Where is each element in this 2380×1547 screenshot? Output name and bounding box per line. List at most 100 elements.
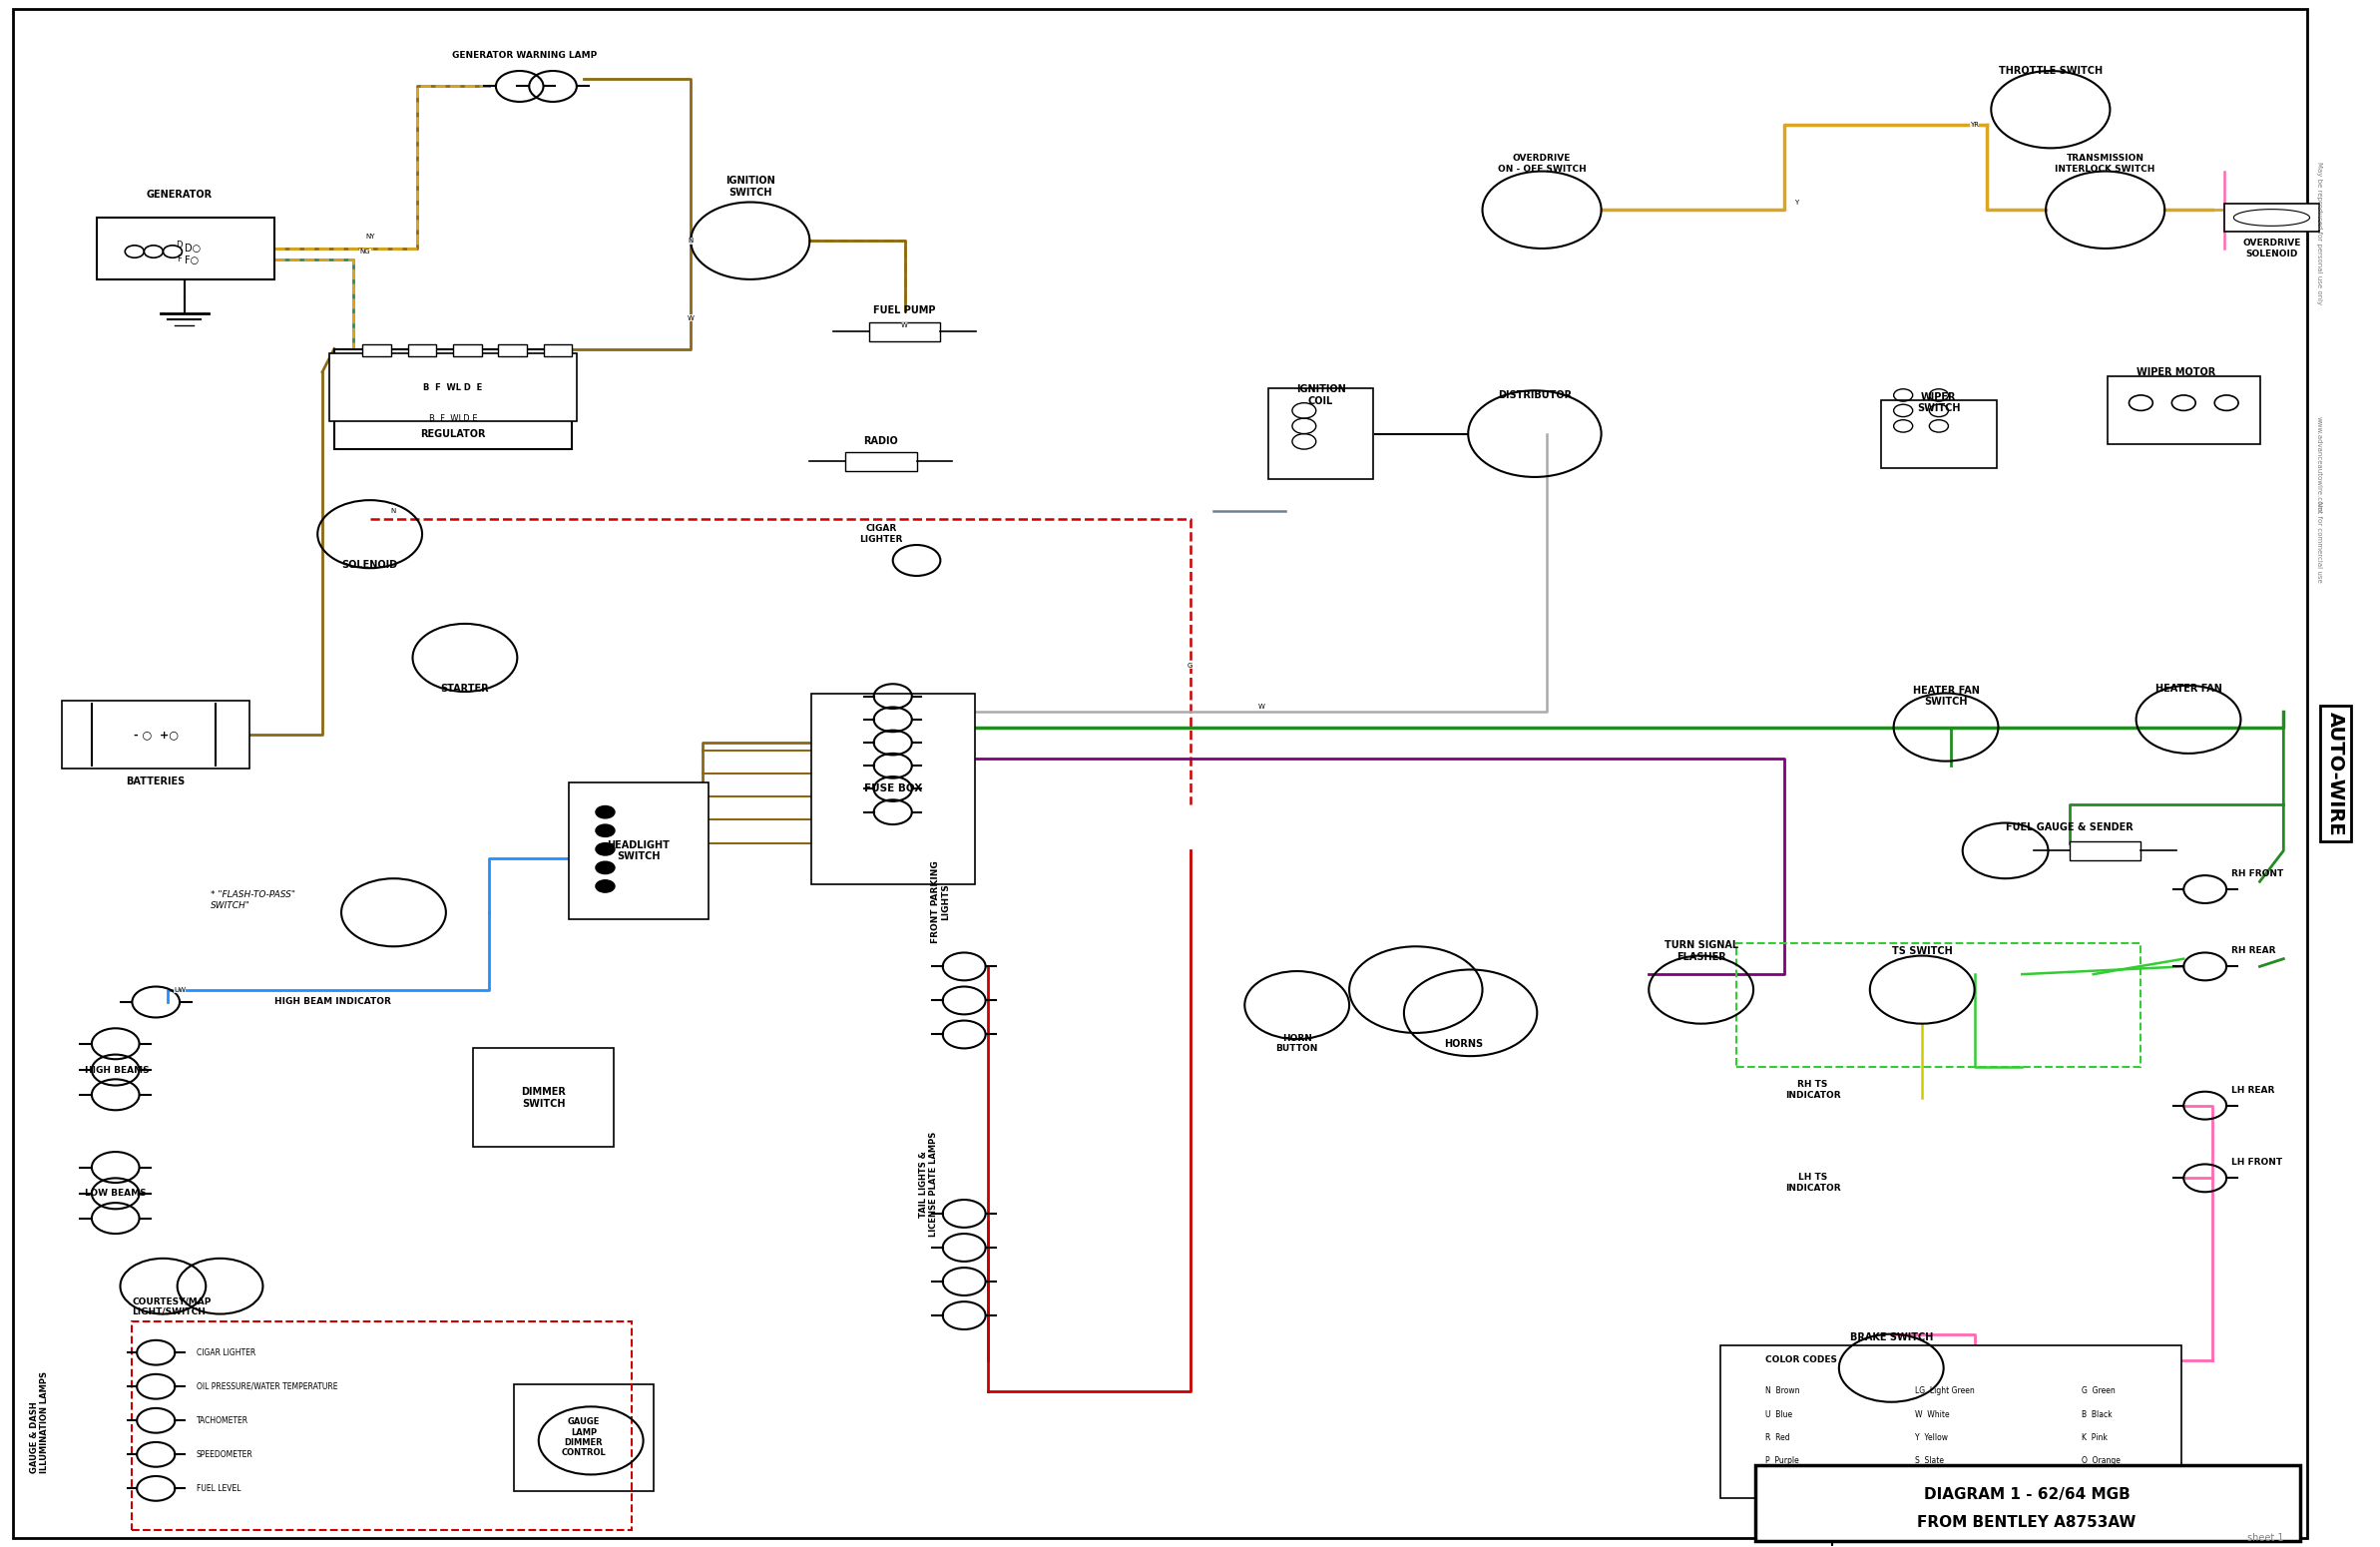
Text: NY: NY	[364, 234, 374, 240]
Text: DIMMER
SWITCH: DIMMER SWITCH	[521, 1088, 566, 1109]
Text: U  Blue: U Blue	[1766, 1409, 1792, 1419]
Text: F: F	[176, 255, 181, 265]
Bar	[2223, 204, 2318, 232]
FancyBboxPatch shape	[333, 348, 571, 449]
Text: sheet 1: sheet 1	[2247, 1533, 2282, 1542]
Bar	[869, 323, 940, 342]
Text: GENERATOR WARNING LAMP: GENERATOR WARNING LAMP	[452, 51, 597, 60]
Text: TURN SIGNAL
FLASHER: TURN SIGNAL FLASHER	[1664, 941, 1737, 962]
Text: IGNITION
SWITCH: IGNITION SWITCH	[726, 176, 776, 198]
Text: - ○  +○: - ○ +○	[133, 730, 178, 739]
Text: SOLENOID: SOLENOID	[343, 560, 397, 569]
Text: BRAKE SWITCH: BRAKE SWITCH	[1849, 1332, 1933, 1343]
Text: B  F  WL D  E: B F WL D E	[424, 384, 483, 391]
Circle shape	[595, 880, 614, 893]
Text: N: N	[688, 238, 693, 244]
Text: R  Red: R Red	[1766, 1433, 1790, 1442]
Text: F○: F○	[183, 255, 198, 266]
Text: COURTESY/MAP
LIGHT/SWITCH: COURTESY/MAP LIGHT/SWITCH	[133, 1296, 212, 1316]
Text: YR: YR	[1971, 122, 1980, 128]
Text: G: G	[1188, 662, 1192, 668]
FancyBboxPatch shape	[514, 1385, 654, 1491]
FancyBboxPatch shape	[812, 693, 976, 885]
Text: CIGAR LIGHTER: CIGAR LIGHTER	[195, 1347, 255, 1357]
Text: HEADLIGHT
SWITCH: HEADLIGHT SWITCH	[607, 840, 669, 862]
Text: RH REAR: RH REAR	[2230, 947, 2275, 956]
Text: S  Slate: S Slate	[1916, 1456, 1944, 1465]
Text: WIPER
SWITCH: WIPER SWITCH	[1918, 391, 1961, 413]
Circle shape	[595, 806, 614, 818]
Text: FUSE BOX: FUSE BOX	[864, 784, 921, 794]
Text: GAUGE
LAMP
DIMMER
CONTROL: GAUGE LAMP DIMMER CONTROL	[562, 1417, 607, 1457]
Text: IGNITION
COIL: IGNITION COIL	[1297, 384, 1345, 405]
Text: www.advanceautowire.com: www.advanceautowire.com	[2316, 416, 2323, 512]
Text: K  Pink: K Pink	[2082, 1433, 2106, 1442]
FancyBboxPatch shape	[1269, 388, 1373, 480]
Text: LH REAR: LH REAR	[2230, 1086, 2275, 1095]
Text: W  White: W White	[1916, 1409, 1949, 1419]
Text: FROM BENTLEY A8753AW: FROM BENTLEY A8753AW	[1918, 1515, 2137, 1530]
Text: P  Purple: P Purple	[1766, 1456, 1799, 1465]
Text: REGULATOR: REGULATOR	[421, 429, 486, 439]
Text: N  Brown: N Brown	[1766, 1386, 1799, 1395]
Text: FUEL LEVEL: FUEL LEVEL	[195, 1484, 240, 1493]
Text: Y  Yellow: Y Yellow	[1916, 1433, 1947, 1442]
Text: Not for commercial use: Not for commercial use	[2316, 501, 2323, 583]
Bar	[497, 343, 526, 356]
Text: W: W	[688, 316, 695, 320]
Text: RADIO: RADIO	[864, 436, 897, 447]
Text: LOW BEAMS: LOW BEAMS	[86, 1190, 145, 1197]
Text: WIPER MOTOR: WIPER MOTOR	[2137, 367, 2216, 377]
Text: GENERATOR: GENERATOR	[148, 189, 212, 200]
Text: HEATER FAN: HEATER FAN	[2154, 684, 2223, 693]
Text: COLOR CODES: COLOR CODES	[1766, 1355, 1837, 1364]
Text: * "FLASH-TO-PASS"
SWITCH": * "FLASH-TO-PASS" SWITCH"	[209, 891, 295, 910]
Text: W: W	[1259, 704, 1264, 710]
Bar	[452, 343, 481, 356]
Text: B  F  WLD E: B F WLD E	[428, 415, 478, 422]
Circle shape	[595, 843, 614, 855]
Circle shape	[595, 825, 614, 837]
Text: NG: NG	[359, 249, 371, 255]
Bar	[543, 343, 571, 356]
Text: GAUGE & DASH
ILLUMINATION LAMPS: GAUGE & DASH ILLUMINATION LAMPS	[31, 1371, 50, 1473]
FancyBboxPatch shape	[328, 353, 576, 421]
Text: LG  Light Green: LG Light Green	[1916, 1386, 1975, 1395]
Text: N: N	[390, 507, 395, 514]
FancyBboxPatch shape	[98, 218, 274, 280]
Text: HEATER FAN
SWITCH: HEATER FAN SWITCH	[1914, 685, 1980, 707]
FancyBboxPatch shape	[1880, 399, 1997, 467]
Text: OIL PRESSURE/WATER TEMPERATURE: OIL PRESSURE/WATER TEMPERATURE	[195, 1381, 338, 1391]
Text: DIAGRAM 1 - 62/64 MGB: DIAGRAM 1 - 62/64 MGB	[1923, 1487, 2130, 1502]
Text: D: D	[176, 241, 181, 251]
FancyBboxPatch shape	[62, 701, 250, 769]
FancyBboxPatch shape	[1721, 1346, 2182, 1499]
Circle shape	[595, 862, 614, 874]
Text: B  Black: B Black	[2082, 1409, 2111, 1419]
Text: AUTO-WIRE: AUTO-WIRE	[2325, 712, 2344, 835]
Text: UW: UW	[174, 987, 186, 993]
Text: STARTER: STARTER	[440, 684, 490, 693]
Text: RH TS
INDICATOR: RH TS INDICATOR	[1785, 1080, 1840, 1100]
Text: TAIL LIGHTS &
LICENSE PLATE LAMPS: TAIL LIGHTS & LICENSE PLATE LAMPS	[919, 1132, 938, 1236]
Text: CIGAR
LIGHTER: CIGAR LIGHTER	[859, 524, 902, 545]
Bar	[407, 343, 436, 356]
Text: *These two switches are combined in one housing: *These two switches are combined in one …	[1766, 1480, 1942, 1487]
FancyBboxPatch shape	[569, 781, 709, 919]
Bar	[2071, 842, 2142, 860]
Text: May be reproduced for personal use only: May be reproduced for personal use only	[2316, 161, 2323, 305]
Bar	[362, 343, 390, 356]
FancyBboxPatch shape	[474, 1049, 614, 1148]
Bar	[845, 452, 916, 470]
Text: DISTRIBUTOR: DISTRIBUTOR	[1497, 390, 1571, 401]
Text: D○: D○	[183, 243, 200, 254]
Text: FRONT PARKING
LIGHTS: FRONT PARKING LIGHTS	[931, 860, 950, 944]
Text: HORNS: HORNS	[1445, 1038, 1483, 1049]
Text: FUEL PUMP: FUEL PUMP	[873, 305, 935, 316]
Text: TRANSMISSION
INTERLOCK SWITCH: TRANSMISSION INTERLOCK SWITCH	[2056, 153, 2156, 173]
Text: OVERDRIVE
ON - OFF SWITCH: OVERDRIVE ON - OFF SWITCH	[1497, 153, 1585, 173]
FancyBboxPatch shape	[1756, 1465, 2299, 1541]
Text: LH FRONT: LH FRONT	[2230, 1159, 2282, 1166]
Bar	[1737, 944, 2142, 1067]
Text: OVERDRIVE
SOLENOID: OVERDRIVE SOLENOID	[2242, 238, 2301, 258]
